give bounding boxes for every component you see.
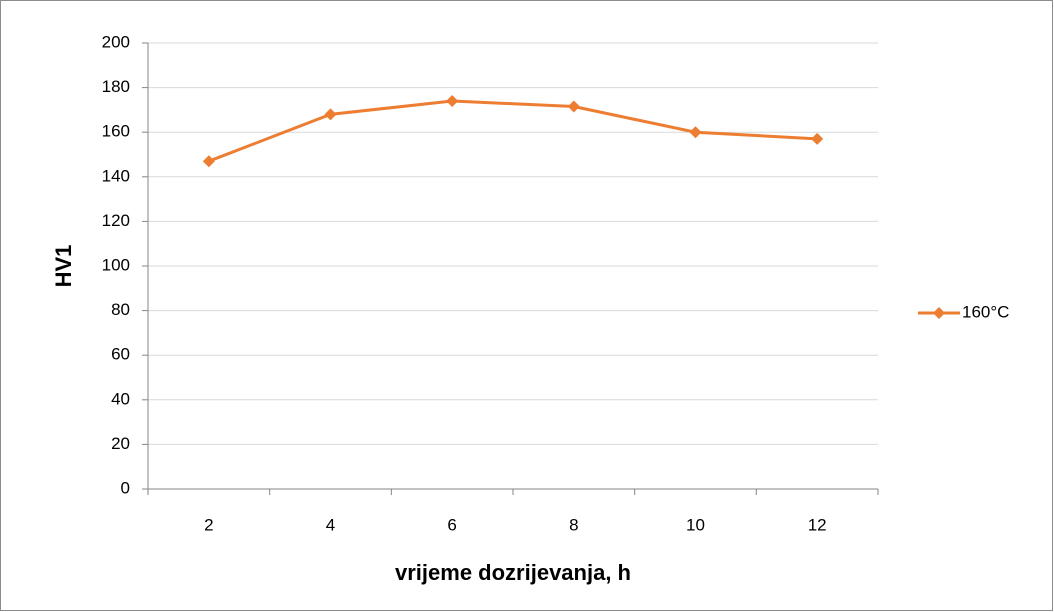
y-tick-label: 0 — [121, 478, 130, 497]
y-tick-label: 160 — [102, 122, 130, 141]
data-point — [567, 100, 580, 113]
y-tick-label: 60 — [111, 345, 130, 364]
y-tick-label: 200 — [102, 32, 130, 51]
legend-marker — [933, 307, 945, 319]
data-point — [324, 108, 337, 121]
y-tick-label: 40 — [111, 389, 130, 408]
y-axis-title: HV1 — [51, 245, 76, 288]
x-tick-label: 8 — [569, 515, 578, 534]
y-tick-label: 140 — [102, 166, 130, 185]
x-tick-label: 4 — [326, 515, 335, 534]
y-tick-label: 100 — [102, 255, 130, 274]
x-tick-label: 10 — [686, 515, 705, 534]
y-tick-label: 80 — [111, 300, 130, 319]
data-point — [202, 155, 215, 168]
series-line — [208, 99, 818, 163]
data-point — [689, 126, 702, 139]
data-point — [811, 132, 824, 145]
y-tick-label: 180 — [102, 77, 130, 96]
legend-label: 160°C — [962, 302, 1009, 321]
data-point — [446, 94, 459, 107]
x-tick-label: 2 — [204, 515, 213, 534]
y-tick-label: 120 — [102, 211, 130, 230]
x-tick-label: 12 — [808, 515, 827, 534]
x-tick-label: 6 — [447, 515, 456, 534]
y-tick-label: 20 — [111, 434, 130, 453]
x-axis-title: vrijeme dozrijevanja, h — [395, 560, 631, 585]
